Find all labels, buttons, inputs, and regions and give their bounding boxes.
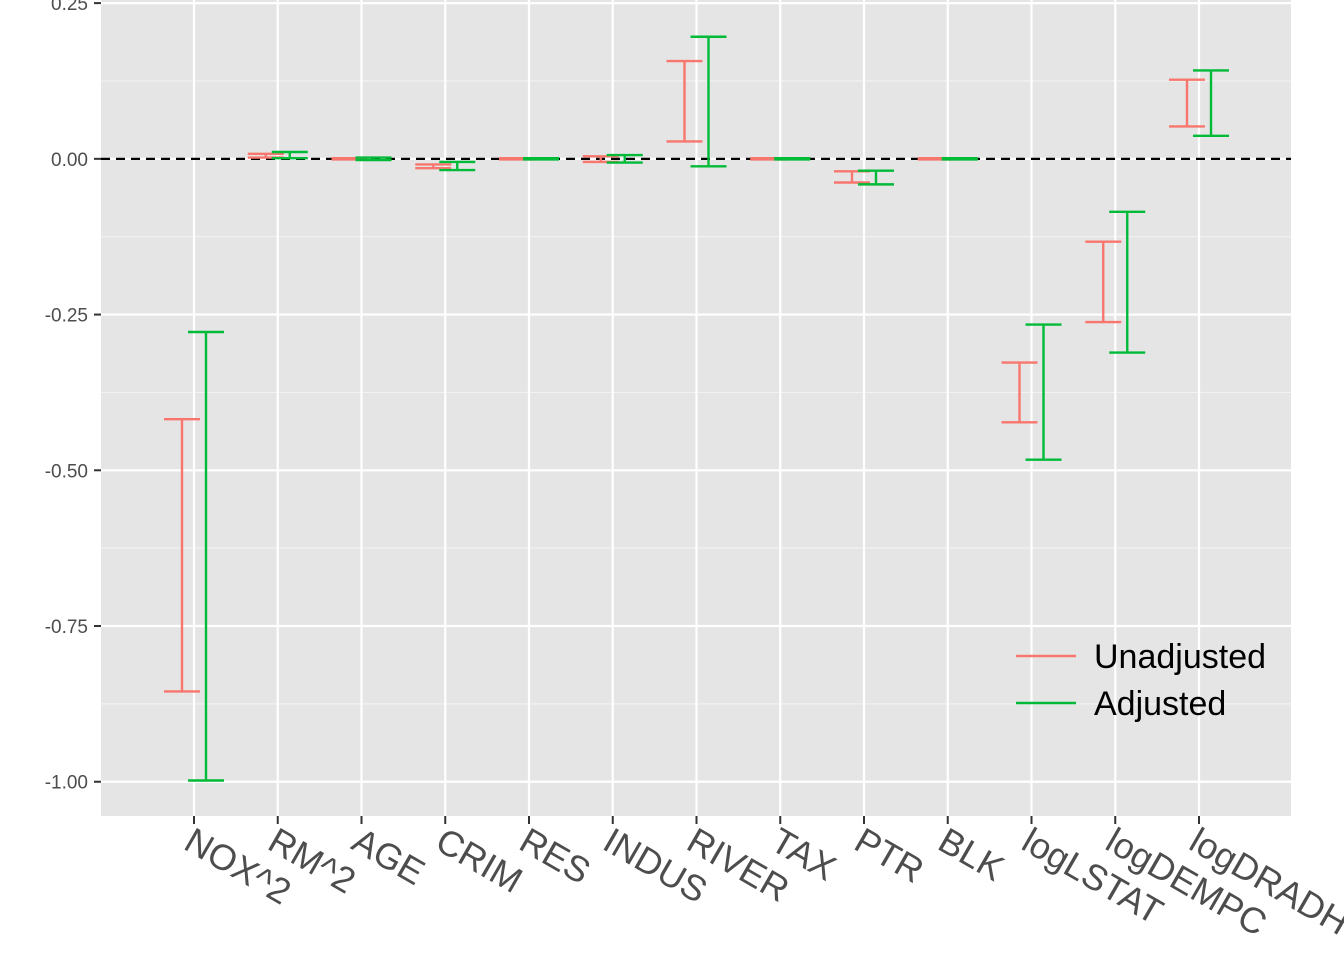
errorbar-adjusted-10 [1025,323,1062,461]
errorbar-adjusted-8 [858,169,894,186]
errorbar-adjusted-4 [523,157,559,161]
errorbar-unadjusted-11 [1085,240,1122,324]
errorbar-adjusted-11 [1109,210,1146,354]
y-tick-label: -1.00 [45,773,88,794]
errorbar-adjusted-5 [606,153,643,164]
errorbar-adjusted-6 [690,35,727,168]
error-bars [164,35,1229,782]
errorbar-adjusted-2 [355,156,392,162]
errorbar-adjusted-7 [774,157,811,161]
x-tick-label: CRIM [429,819,529,901]
errorbar-adjusted-1 [271,150,308,160]
x-tick-label: PTR [848,819,931,891]
errorbar-adjusted-9 [941,157,978,161]
errorbar-adjusted-3 [439,160,476,172]
errorbar-adjusted-12 [1193,69,1229,137]
errorbar-unadjusted-10 [1001,361,1038,424]
legend: Unadjusted Adjusted [1016,638,1266,723]
errorbar-adjusted-0 [188,330,224,782]
errorbar-unadjusted-6 [666,59,703,143]
y-axis: 0.25 0.00 -0.25 -0.50 -0.75 -1.00 [45,0,101,794]
legend-item-unadjusted: Unadjusted [1016,638,1266,676]
y-tick-label: 0.00 [51,150,88,171]
y-tick-label: -0.50 [45,461,88,482]
legend-label: Unadjusted [1094,638,1266,676]
x-tick-label: BLK [932,819,1011,889]
legend-item-adjusted: Adjusted [1016,685,1226,723]
errorbar-unadjusted-0 [164,418,200,693]
x-tick-label: RES [513,819,598,892]
major-gridlines [101,0,1291,816]
y-tick-label: -0.25 [45,306,88,327]
y-tick-label: -0.75 [45,617,88,638]
x-tick-label: AGE [346,819,432,893]
errorbar-unadjusted-12 [1169,78,1205,128]
legend-label: Adjusted [1094,685,1226,723]
y-tick-label: 0.25 [51,0,88,15]
errorbar-unadjusted-3 [415,163,452,170]
